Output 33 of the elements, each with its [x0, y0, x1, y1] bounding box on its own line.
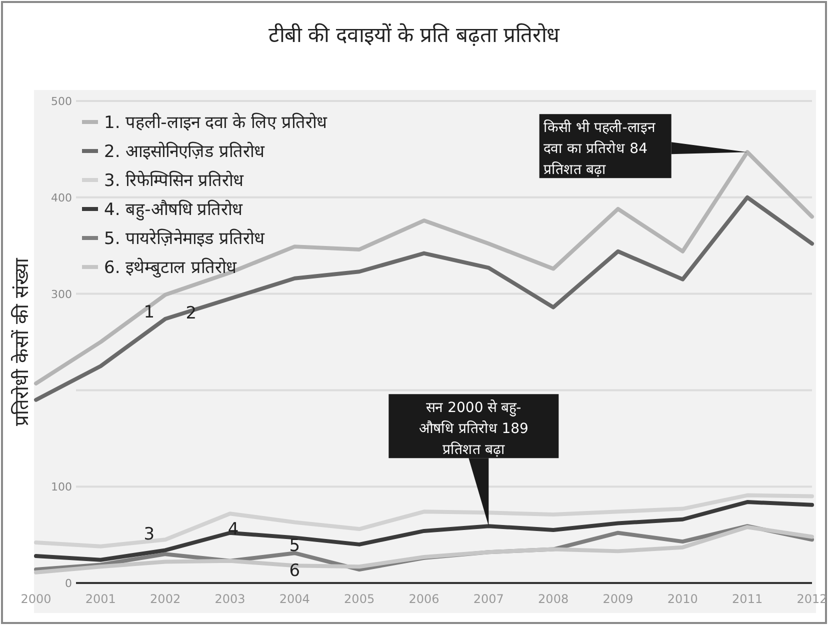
- annotation: किसी भी पहली-लाइन दवा का प्रतिरोध 84 प्रतिशत बढ़ा: [543, 119, 656, 178]
- x-tick-label: 2006: [408, 592, 440, 606]
- x-tick-label: 2000: [20, 592, 52, 606]
- y-tick-label: 400: [51, 191, 72, 204]
- x-tick-label: 2001: [85, 592, 116, 606]
- x-tick-label: 2004: [279, 592, 310, 606]
- x-tick-label: 2007: [473, 592, 504, 606]
- x-tick-label: 2011: [732, 592, 763, 606]
- legend-label: 5. पायरेज़िनेमाइड प्रतिरोध: [104, 228, 266, 249]
- y-tick-label: 100: [51, 480, 72, 494]
- x-tick-label: 2008: [538, 592, 569, 606]
- annotation: 5: [289, 536, 300, 556]
- callout-box: सन 2000 से बहु- औषधि प्रतिरोध 189 प्रतिशत बढ़ा: [388, 394, 559, 526]
- legend-label: 1. पहली-लाइन दवा के लिए प्रतिरोध: [104, 112, 328, 133]
- chart-title: टीबी की दवाइयों के प्रति बढ़ता प्रतिरोध: [268, 23, 561, 47]
- line-series: [34, 500, 814, 562]
- legend-label: 2. आइसोनिएज़िड प्रतिरोध: [104, 141, 266, 162]
- x-tick-label: 2010: [667, 592, 698, 606]
- x-tick-label: 2003: [214, 592, 246, 606]
- y-tick-label: 500: [51, 95, 72, 108]
- y-tick-label: 300: [51, 288, 72, 301]
- x-tick-label: 2005: [344, 592, 375, 606]
- legend-label: 3. रिफेम्पिसिन प्रतिरोध: [104, 170, 244, 191]
- annotation: 3: [144, 524, 155, 544]
- x-tick-label: 2002: [150, 592, 181, 606]
- annotation: सन 2000 से बहु- औषधि प्रतिरोध 189 प्रतिशत बढ़ा: [418, 399, 528, 458]
- annotation: 1: [144, 302, 155, 323]
- x-tick-label: 2009: [602, 592, 634, 606]
- y-axis-title: प्रतिरोधी केसों की संख्या: [10, 256, 33, 426]
- legend-label: 4. बहु-औषधि प्रतिरोध: [104, 199, 244, 221]
- annotation: 6: [289, 561, 300, 582]
- y-tick-label: 0: [65, 577, 72, 590]
- legend-label: 6. इथेम्बुटाल प्रतिरोध: [104, 257, 238, 278]
